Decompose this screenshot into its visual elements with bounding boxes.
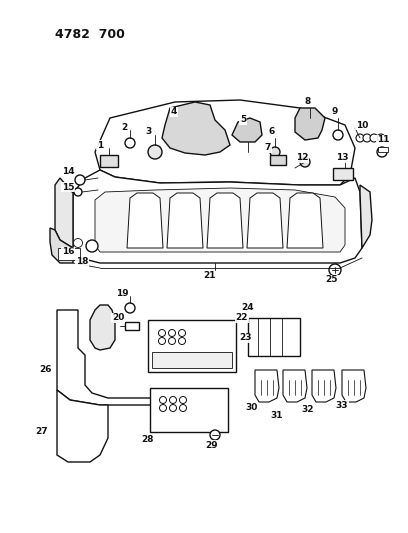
Circle shape: [210, 430, 220, 440]
Text: 8: 8: [305, 98, 311, 107]
Text: 20: 20: [112, 313, 124, 322]
Text: 12: 12: [296, 154, 308, 163]
Circle shape: [73, 238, 82, 247]
Polygon shape: [255, 370, 279, 402]
Circle shape: [179, 329, 186, 336]
Bar: [270, 155, 286, 165]
Bar: [125, 322, 139, 330]
Polygon shape: [207, 193, 243, 248]
Circle shape: [75, 175, 85, 185]
Bar: [58, 248, 80, 260]
Text: 30: 30: [246, 403, 258, 413]
Polygon shape: [127, 193, 163, 248]
Text: 21: 21: [204, 271, 216, 280]
Text: 3: 3: [145, 127, 151, 136]
Bar: [150, 388, 228, 432]
Polygon shape: [342, 370, 366, 402]
Circle shape: [377, 147, 387, 157]
Text: 26: 26: [40, 366, 52, 375]
Circle shape: [125, 303, 135, 313]
Polygon shape: [95, 100, 355, 185]
Circle shape: [356, 134, 364, 142]
Text: 4: 4: [171, 108, 177, 117]
Circle shape: [169, 329, 175, 336]
Circle shape: [74, 188, 82, 196]
Bar: [100, 155, 118, 167]
Circle shape: [363, 134, 371, 142]
Polygon shape: [90, 305, 115, 350]
Text: 15: 15: [62, 182, 74, 191]
Polygon shape: [360, 185, 372, 248]
Circle shape: [333, 130, 343, 140]
Text: 10: 10: [356, 120, 368, 130]
Text: 5: 5: [240, 116, 246, 125]
Text: 23: 23: [239, 334, 251, 343]
Polygon shape: [57, 310, 165, 405]
Circle shape: [169, 397, 177, 403]
Text: 27: 27: [35, 427, 48, 437]
Text: 11: 11: [377, 135, 389, 144]
Bar: [248, 318, 300, 356]
Polygon shape: [232, 118, 262, 142]
Bar: [148, 320, 236, 372]
Text: 18: 18: [76, 257, 88, 266]
Text: 33: 33: [336, 400, 348, 409]
Text: 16: 16: [62, 247, 74, 256]
Text: 28: 28: [142, 435, 154, 445]
Circle shape: [86, 240, 98, 252]
Bar: [378, 147, 388, 152]
Text: 24: 24: [242, 303, 254, 312]
Circle shape: [300, 157, 310, 167]
Text: 25: 25: [326, 276, 338, 285]
Text: 31: 31: [271, 411, 283, 421]
Circle shape: [169, 337, 175, 344]
Text: 4782  700: 4782 700: [55, 28, 125, 41]
Circle shape: [180, 405, 186, 411]
Polygon shape: [287, 193, 323, 248]
Circle shape: [179, 337, 186, 344]
Circle shape: [148, 145, 162, 159]
Text: 2: 2: [121, 124, 127, 133]
Circle shape: [160, 397, 166, 403]
Polygon shape: [162, 102, 230, 155]
Polygon shape: [95, 188, 345, 252]
Text: 13: 13: [336, 154, 348, 163]
Polygon shape: [167, 193, 203, 248]
Text: 1: 1: [97, 141, 103, 149]
Polygon shape: [247, 193, 283, 248]
Polygon shape: [312, 370, 336, 402]
Circle shape: [370, 134, 378, 142]
Circle shape: [169, 405, 177, 411]
Text: 22: 22: [236, 313, 248, 322]
Polygon shape: [283, 370, 307, 402]
Polygon shape: [50, 228, 73, 263]
Circle shape: [180, 397, 186, 403]
Polygon shape: [295, 108, 325, 140]
Text: 19: 19: [116, 288, 128, 297]
Text: 9: 9: [332, 108, 338, 117]
Circle shape: [125, 138, 135, 148]
Text: 7: 7: [265, 143, 271, 152]
Polygon shape: [55, 178, 73, 248]
Circle shape: [158, 329, 166, 336]
Polygon shape: [57, 390, 108, 462]
Text: 32: 32: [302, 406, 314, 415]
Circle shape: [160, 405, 166, 411]
Text: 29: 29: [206, 440, 218, 449]
Circle shape: [329, 264, 341, 276]
Text: 6: 6: [269, 127, 275, 136]
Circle shape: [158, 337, 166, 344]
Bar: [152, 352, 232, 368]
Circle shape: [377, 134, 385, 142]
Polygon shape: [73, 170, 362, 263]
Text: 14: 14: [62, 167, 74, 176]
Circle shape: [270, 147, 280, 157]
Bar: [333, 168, 353, 180]
